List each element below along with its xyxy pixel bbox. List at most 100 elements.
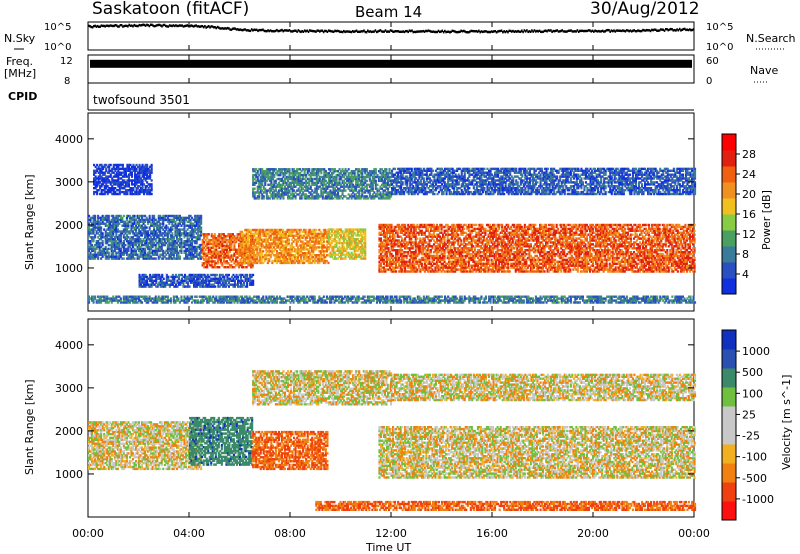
heatmap-cell	[115, 218, 118, 222]
heatmap-cell	[170, 283, 173, 286]
heatmap-cell	[141, 285, 144, 288]
heatmap-cell	[215, 244, 218, 248]
noise-point	[632, 29, 634, 32]
heatmap-cell	[94, 190, 97, 194]
heatmap-cell	[169, 234, 172, 237]
heatmap-cell	[155, 273, 158, 277]
heatmap-cell	[105, 167, 108, 171]
heatmap-cell	[103, 185, 106, 188]
noise-point	[386, 30, 388, 33]
heatmap-cell	[126, 192, 129, 196]
heatmap-cell	[122, 241, 125, 245]
heatmap-cell	[198, 214, 201, 218]
heatmap-cell	[123, 171, 126, 174]
heatmap-cell	[133, 222, 136, 225]
heatmap-cell	[153, 234, 156, 237]
heatmap-cell	[144, 224, 147, 227]
heatmap-cell	[202, 281, 205, 284]
noise-point	[282, 30, 284, 33]
heatmap-cell	[141, 179, 144, 182]
noise-point	[478, 29, 480, 32]
heatmap-cell	[95, 230, 98, 233]
heatmap-cell	[175, 214, 178, 218]
heatmap-cell	[149, 277, 152, 280]
noise-point	[596, 30, 599, 33]
noise-point	[540, 30, 542, 33]
heatmap-cell	[109, 187, 112, 190]
heatmap-cell	[216, 250, 219, 253]
heatmap-cell	[216, 256, 219, 259]
heatmap-cell	[139, 234, 142, 237]
heatmap-cell	[213, 242, 216, 246]
heatmap-cell	[155, 285, 158, 288]
heatmap-cell	[107, 238, 110, 241]
heatmap-cell	[103, 165, 106, 169]
heatmap-cell	[141, 253, 144, 256]
heatmap-cell	[92, 245, 95, 249]
freq-tick-top: 12	[60, 56, 73, 67]
heatmap-cell	[205, 283, 208, 286]
heatmap-cell	[231, 256, 234, 259]
heatmap-cell	[236, 248, 239, 251]
heatmap-cell	[183, 245, 186, 249]
heatmap-cell	[159, 234, 162, 237]
heatmap-cell	[112, 238, 115, 241]
heatmap-cell	[171, 275, 174, 279]
noise-point	[148, 24, 151, 28]
heatmap-cell	[108, 179, 111, 182]
heatmap-cell	[210, 264, 213, 267]
heatmap-cell	[140, 279, 143, 282]
noise-point	[383, 30, 385, 33]
heatmap-cell	[205, 285, 208, 288]
noise-point	[161, 25, 163, 28]
heatmap-cell	[227, 235, 230, 238]
heatmap-cell	[132, 163, 135, 167]
heatmap-cell	[89, 243, 92, 247]
heatmap-cell	[222, 248, 225, 251]
heatmap-cell	[206, 242, 209, 246]
noise-point	[466, 31, 469, 34]
heatmap-cell	[117, 177, 120, 180]
heatmap-cell	[145, 226, 148, 229]
heatmap-cell	[189, 226, 192, 229]
heatmap-cell	[222, 258, 225, 261]
heatmap-cell	[144, 234, 147, 237]
heatmap-cell	[141, 273, 144, 277]
heatmap-cell	[106, 171, 109, 174]
heatmap-cell	[220, 279, 223, 282]
noise-point	[115, 24, 118, 27]
heatmap-cell	[134, 171, 137, 174]
heatmap-cell	[133, 249, 136, 253]
heatmap-cell	[98, 222, 101, 225]
heatmap-cell	[91, 240, 94, 243]
heatmap-cell	[240, 275, 243, 279]
heatmap-cell	[191, 241, 194, 245]
heatmap-cell	[125, 253, 128, 256]
heatmap-cell	[120, 171, 123, 174]
heatmap-cell	[144, 173, 147, 176]
heatmap-cell	[212, 242, 215, 246]
heatmap-cell	[148, 218, 151, 222]
heatmap-cell	[222, 260, 225, 263]
noise-point	[129, 24, 132, 27]
noise-point	[286, 29, 288, 32]
heatmap-cell	[125, 247, 128, 251]
noise-point	[231, 27, 234, 30]
heatmap-cell	[164, 283, 167, 286]
heatmap-cell	[144, 249, 147, 253]
heatmap-cell	[171, 234, 174, 237]
heatmap-cell	[216, 242, 219, 246]
heatmap-cell	[241, 246, 244, 249]
heatmap-cell	[192, 228, 195, 231]
heatmap-cell	[145, 257, 148, 260]
heatmap-cell	[223, 285, 226, 288]
heatmap-cell	[135, 230, 138, 233]
heatmap-cell	[131, 245, 134, 249]
noise-point	[266, 30, 268, 33]
heatmap-cell	[119, 214, 122, 218]
heatmap-cell	[212, 246, 215, 249]
heatmap-cell	[117, 192, 120, 196]
heatmap-cell	[130, 241, 133, 245]
heatmap-cell	[194, 218, 197, 222]
heatmap-cell	[238, 233, 241, 236]
